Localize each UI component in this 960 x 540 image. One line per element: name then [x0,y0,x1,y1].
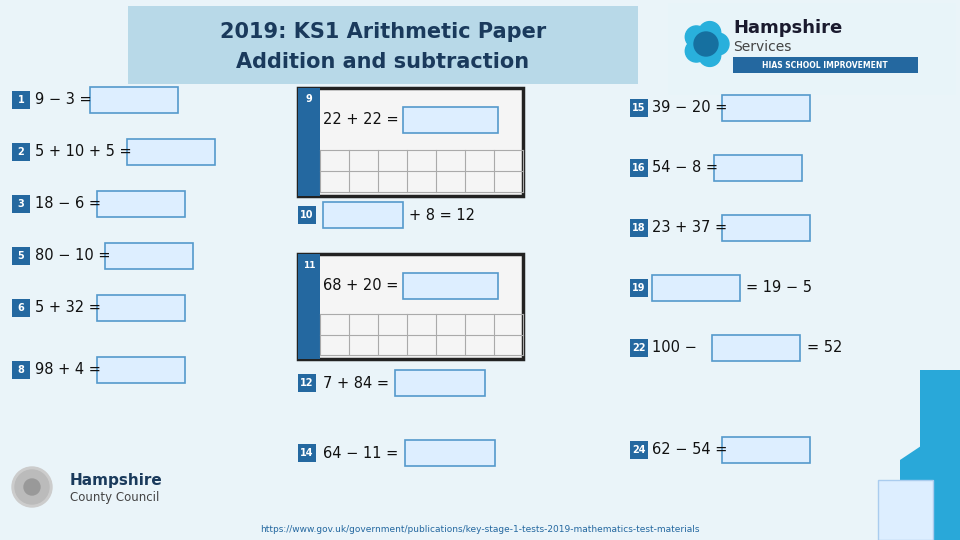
Bar [12,91,30,109]
Text: 98 + 4 =: 98 + 4 = [35,362,101,377]
Text: 8: 8 [17,365,24,375]
Text: 1: 1 [17,95,24,105]
Text: 15: 15 [633,103,646,113]
Bar [878,480,933,540]
Bar [298,444,316,462]
Text: 22 + 22 =: 22 + 22 = [323,112,398,127]
Text: 18: 18 [633,223,646,233]
Bar [298,88,523,196]
Bar [298,254,523,359]
Text: 12: 12 [300,378,314,388]
Text: Services: Services [733,40,791,54]
Text: 2019: KS1 Arithmetic Paper: 2019: KS1 Arithmetic Paper [220,22,546,42]
Text: 6: 6 [17,303,24,313]
Text: 9 − 3 =: 9 − 3 = [35,92,91,107]
Text: 5 + 10 + 5 =: 5 + 10 + 5 = [35,145,132,159]
Circle shape [15,470,49,504]
Bar [403,273,498,299]
Text: 64 − 11 =: 64 − 11 = [323,446,398,461]
Text: = 52: = 52 [807,341,842,355]
Text: 5 + 32 =: 5 + 32 = [35,300,101,315]
Bar [405,440,495,466]
Text: 3: 3 [17,199,24,209]
Bar [712,335,800,361]
Bar [630,339,648,357]
Bar [630,99,648,117]
Bar [127,139,215,165]
Bar [722,437,809,463]
Text: 54 − 8 =: 54 − 8 = [652,160,718,176]
Circle shape [699,44,721,66]
Bar [298,88,320,196]
Bar [105,243,193,269]
Text: 39 − 20 =: 39 − 20 = [652,100,728,116]
Bar [652,275,740,301]
Circle shape [699,22,721,44]
Bar [12,247,30,265]
Polygon shape [900,420,960,540]
Circle shape [694,32,718,56]
Bar [630,279,648,297]
Bar [128,6,638,84]
Text: 24: 24 [633,445,646,455]
Bar [714,155,802,181]
Bar [722,215,809,241]
Text: 9: 9 [305,94,312,104]
Bar [722,95,809,121]
Text: County Council: County Council [70,491,159,504]
Bar [12,361,30,379]
Text: HIAS SCHOOL IMPROVEMENT: HIAS SCHOOL IMPROVEMENT [762,60,888,70]
Text: Hampshire: Hampshire [70,472,163,488]
Bar [403,107,498,133]
Circle shape [707,33,729,55]
Text: 23 + 37 =: 23 + 37 = [652,220,727,235]
Text: 18 − 6 =: 18 − 6 = [35,197,101,212]
Text: 22: 22 [633,343,646,353]
Bar [395,370,485,396]
Text: https://www.gov.uk/government/publications/key-stage-1-tests-2019-mathematics-te: https://www.gov.uk/government/publicatio… [260,525,700,535]
Bar [668,3,956,95]
Text: 14: 14 [300,448,314,458]
Bar [97,191,185,217]
Bar [733,57,918,73]
Bar [630,441,648,459]
Bar [298,374,316,392]
Bar [12,195,30,213]
Bar [298,254,320,359]
Bar [900,460,960,540]
Text: 2: 2 [17,147,24,157]
Text: = 19 − 5: = 19 − 5 [746,280,812,295]
Text: 5: 5 [17,251,24,261]
Text: 11: 11 [302,260,315,269]
Circle shape [685,26,708,48]
Text: 7 + 84 =: 7 + 84 = [323,375,389,390]
Text: 80 − 10 =: 80 − 10 = [35,248,110,264]
Bar [97,357,185,383]
Text: 16: 16 [633,163,646,173]
Bar [12,299,30,317]
Text: 19: 19 [633,283,646,293]
Text: Hampshire: Hampshire [733,19,842,37]
Text: 100 −: 100 − [652,341,697,355]
Bar [630,159,648,177]
Text: + 8 = 12: + 8 = 12 [409,207,475,222]
Circle shape [12,467,52,507]
Text: 62 − 54 =: 62 − 54 = [652,442,728,457]
Circle shape [685,40,708,62]
Bar [298,206,316,224]
Bar [89,87,178,113]
Bar [12,143,30,161]
Text: Addition and subtraction: Addition and subtraction [236,52,530,72]
Bar [920,370,960,540]
Bar [323,202,403,228]
Circle shape [24,479,40,495]
Text: 10: 10 [300,210,314,220]
Bar [97,295,185,321]
Bar [630,219,648,237]
Text: 68 + 20 =: 68 + 20 = [323,279,398,294]
